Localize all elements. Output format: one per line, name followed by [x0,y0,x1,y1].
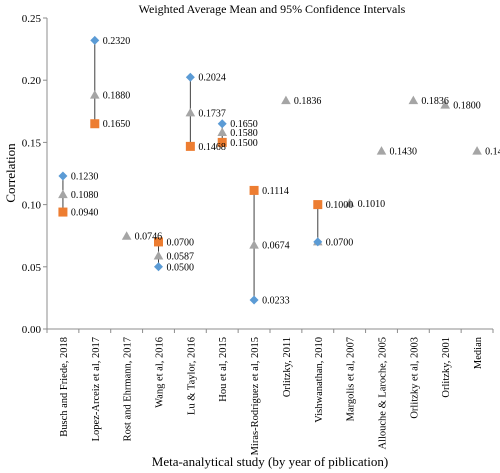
y-tick-label: 0.05 [22,262,42,274]
x-tick-label: Miras-Rodriguez et al, 2015 [250,337,261,455]
upper-bound-label: 0.2024 [198,73,226,84]
lower-bound-label: 0.1468 [198,142,226,153]
upper-bound-label: 0.2320 [103,36,130,47]
mean-point [217,127,228,136]
lower-bound-point [185,141,195,151]
mean-label: 0.0746 [135,232,163,243]
x-tick-label: Margolis et al, 2007 [346,337,357,421]
y-tick-label: 0.00 [22,324,42,336]
mean-point [121,231,132,240]
mean-point [281,95,291,105]
lower-bound-label: 0.1650 [103,119,130,130]
mean-point [440,100,451,109]
mean-label: 0.1580 [230,128,258,139]
lower-bound-point [313,200,323,210]
lower-bound-point [58,207,68,217]
mean-label: 0.1836 [294,96,322,107]
lower-bound-point [249,185,259,195]
mean-label: 0.1836 [421,96,449,107]
upper-bound-label: 0.1230 [71,171,99,182]
upper-bound-label: 0.0500 [167,262,195,273]
mean-label: 0.1737 [198,108,226,119]
upper-bound-point [90,35,100,45]
mean-point [249,240,259,249]
upper-bound-label: 0.1650 [230,119,258,130]
x-axis-label: Meta-analytical study (by year of piblic… [152,454,388,469]
chart-title: Weighted Average Mean and 95% Confidence… [139,2,406,16]
mean-point [89,90,100,99]
x-tick-label: Busch and Friede, 2018 [59,337,70,437]
upper-bound-label: 0.0233 [262,296,290,307]
lower-bound-label: 0.0940 [71,208,99,219]
upper-bound-point [154,262,163,272]
y-tick-label: 0.20 [22,75,42,87]
x-tick-label: Median [473,336,484,369]
upper-bound-point [249,295,259,305]
y-tick-label: 0.15 [22,137,42,149]
lower-bound-point [154,237,163,247]
x-tick-label: Allouche & Laroche, 2005 [378,337,389,450]
mean-label: 0.0587 [167,251,195,262]
upper-bound-point [313,237,323,247]
upper-bound-point [58,171,68,181]
lower-bound-point [217,137,227,147]
upper-bound-label: 0.0700 [326,237,354,248]
mean-label: 0.1430 [390,147,418,158]
x-tick-label: Vishwanathan, 2010 [314,337,325,423]
mean-point [472,146,482,155]
lower-bound-label: 0.1000 [326,200,354,211]
y-tick-label: 0.25 [22,13,42,25]
mean-point [185,107,196,117]
mean-label: 0.1800 [453,101,481,112]
mean-point [408,95,419,105]
mean-label: 0.1010 [358,199,386,210]
mean-label: 0.1430 [485,147,500,158]
y-tick-label: 0.10 [22,200,42,212]
x-tick-label: Orlitzky et al, 2003 [409,337,420,419]
y-axis-label: Correlation [3,143,18,203]
x-tick-label: Wang et al, 2016 [155,337,166,408]
upper-bound-point [217,119,227,129]
mean-point [153,250,164,260]
x-tick-label: Lu & Taylor, 2016 [186,337,197,415]
mean-point [376,146,387,155]
x-tick-label: Orlitzky, 2001 [441,337,452,398]
upper-bound-point [185,72,195,82]
mean-label: 0.0674 [262,241,290,252]
lower-bound-point [90,119,100,129]
lower-bound-label: 0.0700 [167,237,195,248]
x-tick-label: Lopez-Arceiz et al, 2017 [91,337,102,441]
mean-label: 0.1880 [103,91,130,102]
x-tick-label: Orlitzky, 2011 [282,337,293,397]
x-tick-label: Hou et al, 2015 [218,337,229,402]
x-tick-label: Rost and Ehrmann, 2017 [123,337,134,441]
lower-bound-label: 0.1114 [262,186,289,197]
mean-point [344,198,355,207]
lower-bound-label: 0.1500 [230,138,258,149]
mean-point [58,189,68,199]
mean-label: 0.1080 [71,190,99,201]
